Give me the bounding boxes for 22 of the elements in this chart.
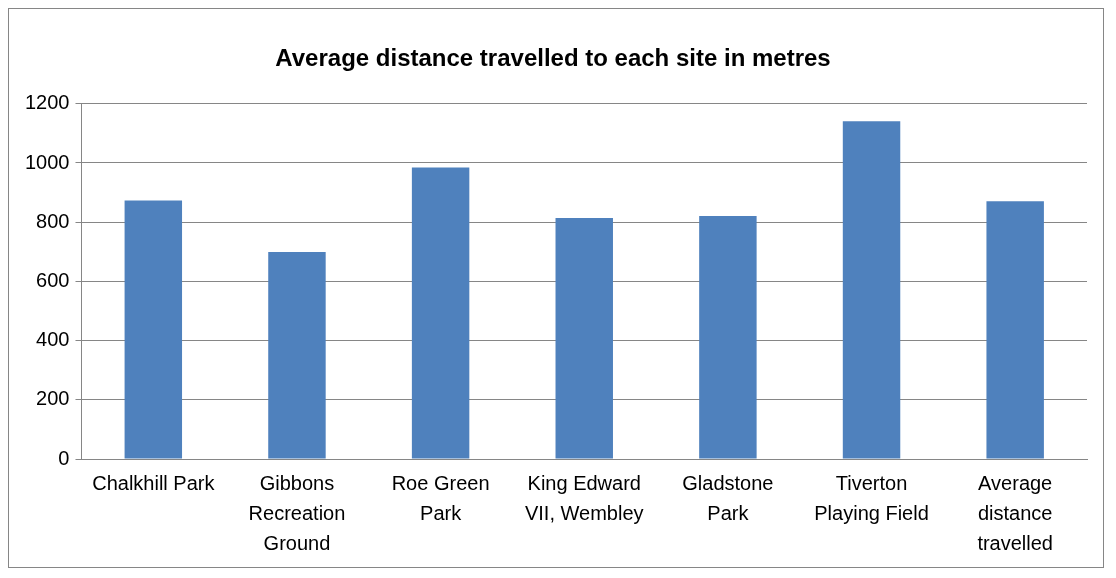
x-tick-label: Average distance travelled bbox=[977, 471, 1053, 554]
bar bbox=[124, 200, 183, 459]
x-tick-label: Roe Green Park bbox=[391, 471, 490, 524]
bar bbox=[555, 218, 613, 459]
x-tick-label: Chalkhill Park bbox=[92, 471, 216, 494]
y-tick-label: 200 bbox=[36, 387, 70, 410]
bar bbox=[986, 201, 1044, 459]
y-tick-label: 1200 bbox=[24, 91, 70, 114]
x-tick-label: Gibbons Recreation Ground bbox=[248, 471, 346, 554]
bar bbox=[699, 215, 757, 459]
y-tick-label: 400 bbox=[36, 328, 70, 351]
y-tick-label: 600 bbox=[36, 268, 70, 291]
y-tick-label: 800 bbox=[36, 209, 70, 232]
y-tick-label: 1000 bbox=[24, 150, 70, 173]
bar bbox=[411, 167, 470, 459]
bar bbox=[842, 121, 901, 459]
x-tick-label: Tiverton Playing Field bbox=[814, 471, 929, 524]
chart-title: Average distance travelled to each site in metres bbox=[275, 44, 831, 72]
x-tick-label: King Edward VII, Wembley bbox=[524, 471, 644, 524]
y-tick-label: 0 bbox=[58, 446, 70, 469]
x-tick-label: Gladstone Park bbox=[682, 471, 774, 524]
bar bbox=[268, 252, 326, 459]
